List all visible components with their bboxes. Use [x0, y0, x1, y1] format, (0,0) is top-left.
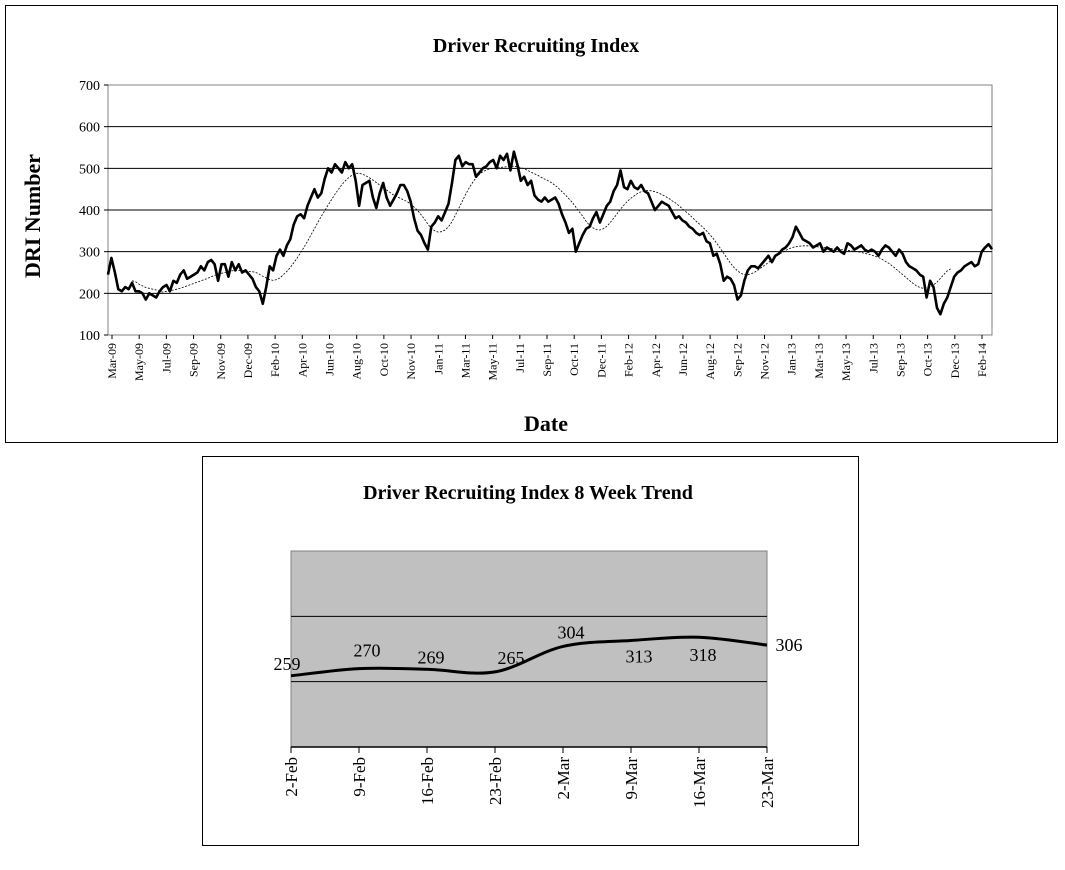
x-tick-label: Sep-11 — [540, 343, 554, 377]
x-tick-label: May-09 — [132, 343, 146, 381]
series-line-moving-average — [131, 165, 951, 293]
x-tick-label: Jun-10 — [323, 343, 337, 376]
x-tick-label: Oct-11 — [567, 343, 581, 376]
y-tick-label: 400 — [79, 204, 100, 219]
trend-chart-data-labels: 259 270 269 265 304 313 318 306 — [274, 622, 803, 673]
trend-chart-x-ticks: 2-Feb 9-Feb 16-Feb 23-Feb 2-Mar 9-Mar 16-Mar 23… — [282, 747, 777, 808]
main-chart-svg: Driver Recruiting Index DRI Number Date … — [20, 35, 994, 436]
y-tick-label: 200 — [79, 287, 100, 302]
x-tick-label: 9-Feb — [350, 757, 369, 797]
y-tick-label: 500 — [79, 162, 100, 177]
trend-series-line — [290, 635, 768, 678]
x-tick-label: Mar-13 — [812, 343, 826, 379]
main-chart: Driver Recruiting Index DRI Number Date … — [5, 5, 1058, 443]
x-tick-label: Dec-13 — [948, 343, 962, 378]
data-label: 270 — [354, 641, 381, 661]
data-label: 318 — [690, 645, 717, 665]
x-tick-label: 23-Feb — [486, 757, 505, 805]
x-tick-label: Jul-13 — [866, 343, 880, 373]
trend-chart-svg: Driver Recruiting Index 8 Week Trend 2-F… — [274, 482, 803, 808]
x-tick-label: Nov-09 — [214, 343, 228, 380]
y-tick-label: 300 — [79, 246, 100, 261]
x-tick-label: Sep-13 — [893, 343, 907, 377]
trend-chart-plot-area — [290, 550, 768, 748]
data-label: 313 — [626, 647, 653, 667]
trend-chart-title: Driver Recruiting Index 8 Week Trend — [363, 482, 693, 504]
x-tick-label: Dec-09 — [241, 343, 255, 378]
y-tick-label: 600 — [79, 121, 100, 136]
x-tick-label: 2-Mar — [554, 757, 573, 800]
main-chart-y-ticks: 100 200 300 400 500 600 700 — [79, 79, 108, 344]
x-tick-label: Apr-12 — [649, 343, 663, 377]
x-tick-label: Jul-09 — [159, 343, 173, 373]
main-chart-x-axis-label: Date — [524, 411, 568, 436]
y-tick-label: 100 — [79, 329, 100, 344]
data-label: 304 — [558, 622, 585, 642]
x-tick-label: 16-Mar — [690, 757, 709, 808]
trend-chart-gridlines — [291, 615, 767, 748]
x-tick-label: Apr-10 — [295, 343, 309, 377]
x-tick-label: May-11 — [486, 343, 500, 381]
main-chart-series — [106, 150, 994, 316]
x-tick-label: Jan-13 — [785, 343, 799, 375]
trend-chart: Driver Recruiting Index 8 Week Trend 2-F… — [202, 456, 859, 846]
y-tick-label: 700 — [79, 79, 100, 94]
x-tick-label: 2-Feb — [282, 757, 301, 797]
x-tick-label: Oct-13 — [921, 343, 935, 376]
x-tick-label: 23-Mar — [758, 757, 777, 808]
series-line-weekly — [106, 150, 994, 316]
x-tick-label: Sep-09 — [187, 343, 201, 377]
x-tick-label: May-13 — [839, 343, 853, 381]
x-tick-label: Mar-11 — [458, 343, 472, 378]
x-tick-label: 16-Feb — [418, 757, 437, 805]
trend-chart-series — [290, 635, 768, 678]
x-tick-label: Feb-14 — [975, 343, 989, 377]
data-label: 269 — [418, 647, 445, 667]
x-tick-label: Jul-11 — [513, 343, 527, 373]
x-tick-label: Nov-10 — [404, 343, 418, 380]
x-tick-label: Sep-12 — [730, 343, 744, 377]
x-tick-label: Dec-11 — [594, 343, 608, 378]
x-tick-label: Jun-12 — [676, 343, 690, 376]
x-tick-label: Aug-10 — [350, 343, 364, 380]
x-tick-label: Feb-12 — [622, 343, 636, 377]
main-chart-x-ticks: Mar-09 May-09 Jul-09 Sep-09 Nov-09 Dec-09 Feb-… — [105, 335, 989, 381]
x-tick-label: Oct-10 — [377, 343, 391, 376]
x-tick-label: 9-Mar — [622, 757, 641, 800]
x-tick-label: Jan-11 — [431, 343, 445, 375]
x-tick-label: Mar-09 — [105, 343, 119, 379]
x-tick-label: Aug-12 — [703, 343, 717, 380]
data-label: 306 — [776, 635, 803, 655]
main-chart-y-axis-label: DRI Number — [20, 154, 45, 278]
data-label: 259 — [274, 654, 301, 674]
x-tick-label: Feb-10 — [268, 343, 282, 377]
x-tick-label: Nov-12 — [758, 343, 772, 380]
main-chart-title: Driver Recruiting Index — [433, 35, 639, 57]
data-label: 265 — [498, 648, 525, 668]
